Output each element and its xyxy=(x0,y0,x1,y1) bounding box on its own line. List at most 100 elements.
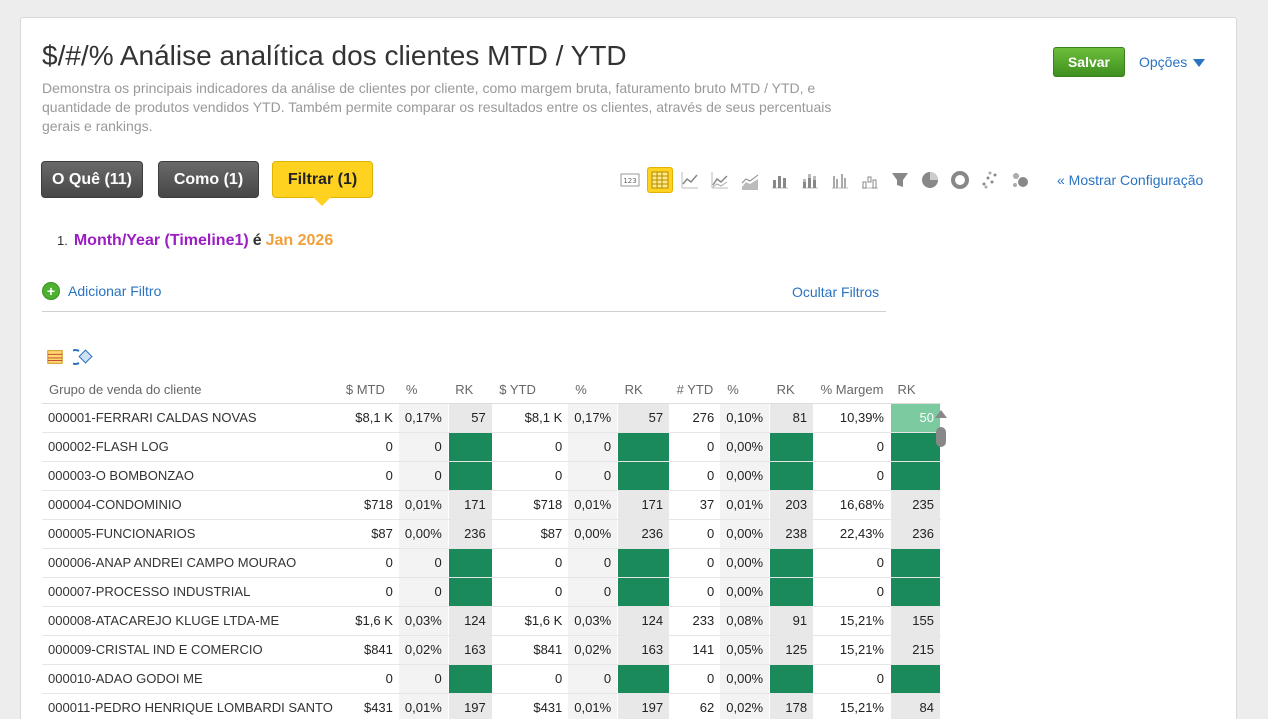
bubble-chart-icon[interactable] xyxy=(1007,167,1033,193)
tab-filter[interactable]: Filtrar (1) xyxy=(272,161,373,206)
cell-mtd-pct: 0 xyxy=(398,664,449,694)
column-header[interactable]: $ YTD xyxy=(492,376,569,404)
cell-margin: 0 xyxy=(813,461,891,491)
tab-how[interactable]: Como (1) xyxy=(158,161,259,198)
column-header[interactable]: % Margem xyxy=(813,376,891,404)
filter-number: 1. xyxy=(57,233,68,248)
table-row[interactable]: 000008-ATACAREJO KLUGE LTDA-ME $1,6 K 0,03… xyxy=(42,606,941,636)
cell-ytd-rk xyxy=(617,548,671,578)
waterfall-chart-icon[interactable] xyxy=(857,167,883,193)
column-header[interactable]: $ MTD xyxy=(338,376,399,404)
cell-ytd-pct: 0,01% xyxy=(568,693,618,719)
cell-mtd: $87 xyxy=(338,519,399,549)
show-configuration-link[interactable]: « Mostrar Configuração xyxy=(1057,172,1204,188)
column-header[interactable]: RK xyxy=(769,376,814,404)
scroll-up-arrow[interactable] xyxy=(935,410,947,418)
cell-mtd-pct: 0 xyxy=(398,577,449,607)
column-header[interactable]: % xyxy=(720,376,770,404)
report-card: $/#/% Análise analítica dos clientes MTD… xyxy=(20,17,1237,719)
cell-qty-pct: 0,00% xyxy=(720,664,770,694)
cell-mtd-rk xyxy=(447,664,493,694)
donut-chart-icon[interactable] xyxy=(947,167,973,193)
column-header[interactable]: # YTD xyxy=(669,376,721,404)
add-filter-link[interactable]: + Adicionar Filtro xyxy=(42,282,161,300)
cell-ytd: $8,1 K xyxy=(492,403,569,433)
column-header[interactable]: Grupo de venda do cliente xyxy=(42,376,339,404)
table-row[interactable]: 000007-PROCESSO INDUSTRIAL 0 0 0 0 0 0,00% 0 xyxy=(42,577,941,607)
column-header[interactable]: RK xyxy=(617,376,670,404)
scatter-chart-icon[interactable] xyxy=(977,167,1003,193)
cell-margin-rk xyxy=(889,664,941,694)
number-icon[interactable]: 123 xyxy=(617,167,643,193)
cell-margin-rk xyxy=(889,461,941,491)
funnel-chart-icon[interactable] xyxy=(887,167,913,193)
save-button[interactable]: Salvar xyxy=(1053,47,1125,77)
table-row[interactable]: 000005-FUNCIONARIOS $87 0,00% 236 $87 0,00% 23… xyxy=(42,519,941,549)
cell-name: 000010-ADAO GODOI ME xyxy=(42,664,339,694)
column-header[interactable]: % xyxy=(568,376,618,404)
grouped-bar-chart-icon[interactable] xyxy=(827,167,853,193)
cell-qty: 62 xyxy=(669,693,721,719)
filter-value[interactable]: Jan 2026 xyxy=(265,232,334,249)
cell-ytd-pct: 0,02% xyxy=(568,635,618,665)
page-title: $/#/% Análise analítica dos clientes MTD… xyxy=(42,40,627,71)
bar-chart-icon[interactable] xyxy=(767,167,793,193)
table-row[interactable]: 000009-CRISTAL IND E COMERCIO $841 0,02% 16… xyxy=(42,635,941,665)
cell-margin: 16,68% xyxy=(813,490,891,520)
column-header[interactable]: RK xyxy=(448,376,493,404)
table-icon[interactable] xyxy=(647,167,673,193)
refresh-icon[interactable] xyxy=(73,347,93,367)
cell-ytd: 0 xyxy=(492,432,569,462)
cell-qty-rk xyxy=(769,548,815,578)
table-row[interactable]: 000002-FLASH LOG 0 0 0 0 0 0,00% 0 xyxy=(42,432,941,462)
area-chart-icon[interactable] xyxy=(737,167,763,193)
tab-what[interactable]: O Quê (11) xyxy=(41,161,143,198)
cell-ytd: $431 xyxy=(492,693,569,719)
column-header[interactable]: RK xyxy=(890,376,941,404)
cell-mtd: 0 xyxy=(338,432,399,462)
table-row[interactable]: 000006-ANAP ANDREI CAMPO MOURAO 0 0 0 0 0 0,00… xyxy=(42,548,941,578)
cell-name: 000005-FUNCIONARIOS xyxy=(42,519,339,549)
cell-qty-pct: 0,08% xyxy=(720,606,770,636)
hide-filters-link[interactable]: Ocultar Filtros xyxy=(792,284,880,300)
area-line-chart-icon[interactable] xyxy=(707,167,733,193)
filter-condition[interactable]: 1. Month/Year (Timeline1) é Jan 2026 xyxy=(57,232,333,250)
cell-qty-rk: 91 xyxy=(769,606,815,636)
stacked-bar-chart-icon[interactable] xyxy=(797,167,823,193)
filter-field[interactable]: Month/Year (Timeline1) xyxy=(73,232,249,249)
cell-mtd: 0 xyxy=(338,461,399,491)
cell-ytd-rk: 163 xyxy=(617,635,671,665)
cell-ytd-rk: 171 xyxy=(617,490,671,520)
cell-margin: 15,21% xyxy=(813,693,891,719)
cell-mtd-rk xyxy=(447,432,493,462)
cell-qty-pct: 0,00% xyxy=(720,432,770,462)
table-row[interactable]: 000001-FERRARI CALDAS NOVAS $8,1 K 0,17% 57… xyxy=(42,403,941,433)
cell-ytd: 0 xyxy=(492,577,569,607)
cell-mtd-pct: 0 xyxy=(398,461,449,491)
table-row[interactable]: 000010-ADAO GODOI ME 0 0 0 0 0 0,00% 0 xyxy=(42,664,941,694)
cell-mtd-rk: 57 xyxy=(447,403,493,433)
table-header-row: Grupo de venda do cliente $ MTD% RK $ YTD% R… xyxy=(42,376,941,404)
cell-qty-rk: 81 xyxy=(769,403,815,433)
cell-mtd: 0 xyxy=(338,577,399,607)
table-row[interactable]: 000004-CONDOMINIO $718 0,01% 171 $718 0,01% 17… xyxy=(42,490,941,520)
cell-qty-pct: 0,00% xyxy=(720,519,770,549)
cell-mtd: 0 xyxy=(338,548,399,578)
cell-qty-pct: 0,00% xyxy=(720,577,770,607)
grid-settings-icon[interactable] xyxy=(45,347,65,367)
table-row[interactable]: 000011-PEDRO HENRIQUE LOMBARDI SANTO $431… xyxy=(42,693,941,719)
cell-mtd: $1,6 K xyxy=(338,606,399,636)
column-header[interactable]: % xyxy=(398,376,449,404)
cell-name: 000001-FERRARI CALDAS NOVAS xyxy=(42,403,339,433)
table-row[interactable]: 000003-O BOMBONZAO 0 0 0 0 0 0,00% 0 xyxy=(42,461,941,491)
page-description: Demonstra os principais indicadores da a… xyxy=(42,80,832,134)
cell-qty-pct: 0,01% xyxy=(720,490,770,520)
line-chart-icon[interactable] xyxy=(677,167,703,193)
cell-ytd-pct: 0,03% xyxy=(568,606,618,636)
options-menu[interactable]: Opções xyxy=(1139,54,1206,70)
cell-ytd-pct: 0 xyxy=(568,664,618,694)
cell-ytd-pct: 0,01% xyxy=(568,490,618,520)
pie-chart-icon[interactable] xyxy=(917,167,943,193)
cell-margin: 15,21% xyxy=(813,635,891,665)
scrollbar-thumb[interactable] xyxy=(936,427,946,447)
